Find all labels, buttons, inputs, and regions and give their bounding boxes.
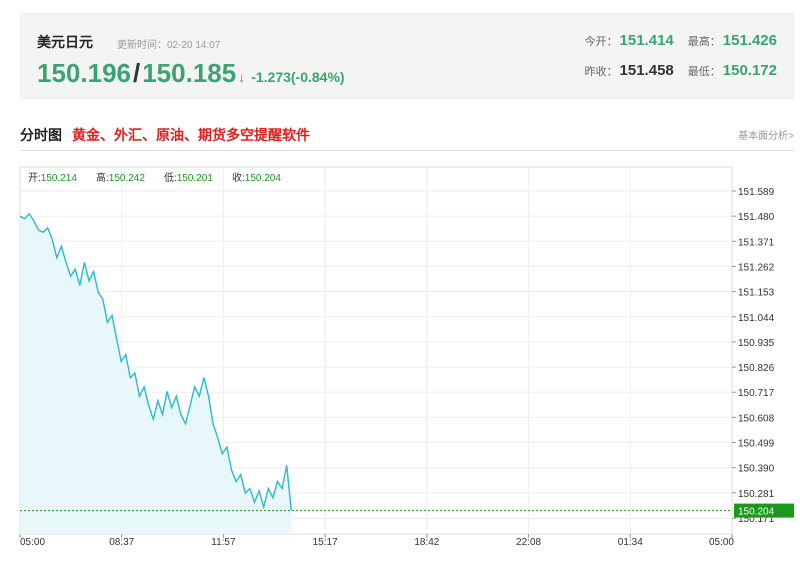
high-value: 151.426 <box>722 32 777 49</box>
y-tick-label: 150.717 <box>738 388 775 399</box>
y-tick-label: 150.826 <box>738 363 775 374</box>
ohlc-item-0: 开:150.214 <box>28 173 77 184</box>
x-tick-label: 05:00 <box>709 537 734 548</box>
update-time-value: 02-20 14:07 <box>167 40 221 51</box>
promo-link[interactable]: 黄金、外汇、原油、期货多空提醒软件 <box>72 127 310 143</box>
y-tick-label: 150.608 <box>738 413 775 424</box>
x-tick-label: 05:00 <box>20 537 45 548</box>
section-header: 分时图 黄金、外汇、原油、期货多空提醒软件 基本面分析> <box>20 121 794 151</box>
y-tick-label: 150.390 <box>738 464 775 475</box>
section-title: 分时图 <box>20 127 62 143</box>
intraday-chart: 151.589 151.480 151.371 151.262 151.153 151.0… <box>0 164 800 569</box>
currency-pair-name: 美元日元 <box>37 34 93 50</box>
x-tick-label: 08:37 <box>109 537 134 548</box>
open-value: 151.414 <box>619 32 674 49</box>
last-price-label: 150.204 <box>738 507 775 518</box>
ohlc-item-2: 低:150.201 <box>164 171 213 184</box>
y-tick-label: 151.371 <box>738 237 775 248</box>
y-tick-label: 151.262 <box>738 262 775 273</box>
low-value: 150.172 <box>722 62 777 79</box>
low-label: 最低： <box>687 66 721 78</box>
bid-price: 150.196 <box>37 58 131 88</box>
update-time: 更新时间：02-20 14:07 <box>117 36 220 51</box>
x-tick-label: 01:34 <box>618 537 643 548</box>
y-tick-label: 150.171 <box>738 514 775 525</box>
ohlc-item-3: 收:150.204 <box>232 171 281 184</box>
ask-price: 150.185 <box>142 58 237 88</box>
fundamental-analysis-link[interactable]: 基本面分析> <box>738 131 794 142</box>
open-label: 今开： <box>584 36 618 48</box>
prev-close-label: 昨收： <box>584 66 618 78</box>
x-tick-label: 22:08 <box>516 537 541 548</box>
quote-panel: 美元日元 更新时间：02-20 14:07 150.196/150.185 ↓ -1… <box>20 13 794 99</box>
x-tick-label: 11:57 <box>211 537 236 548</box>
prev-close-value: 151.458 <box>619 62 674 79</box>
y-tick-label: 150.281 <box>738 489 775 500</box>
quote-stats: 今开： 151.414 最高： 151.426 昨收： 151.458 最低： 150.… <box>571 32 777 92</box>
price-change: -1.273(-0.84%) <box>251 69 345 85</box>
last-price-tag <box>734 503 794 518</box>
ohlc-item-1: 高:150.242 <box>96 171 145 184</box>
down-arrow-icon: ↓ <box>238 69 246 85</box>
y-tick-label: 151.153 <box>738 288 775 299</box>
x-tick-label: 18:42 <box>414 537 439 548</box>
y-tick-label: 151.044 <box>738 313 775 324</box>
y-tick-label: 150.499 <box>738 439 775 450</box>
y-tick-label: 150.935 <box>738 338 775 349</box>
y-tick-label: 151.589 <box>738 187 775 198</box>
price-separator: / <box>132 58 141 88</box>
update-time-label: 更新时间： <box>117 40 167 51</box>
price-area <box>20 213 292 535</box>
high-label: 最高： <box>687 36 721 48</box>
intraday-chart-svg: 151.589 151.480 151.371 151.262 151.153 151.0… <box>19 166 794 548</box>
y-tick-label: 151.480 <box>738 212 775 223</box>
price-row: 150.196/150.185 ↓ -1.273(-0.84%) <box>37 58 345 89</box>
x-tick-label: 15:17 <box>313 537 338 548</box>
price-line <box>19 212 292 511</box>
